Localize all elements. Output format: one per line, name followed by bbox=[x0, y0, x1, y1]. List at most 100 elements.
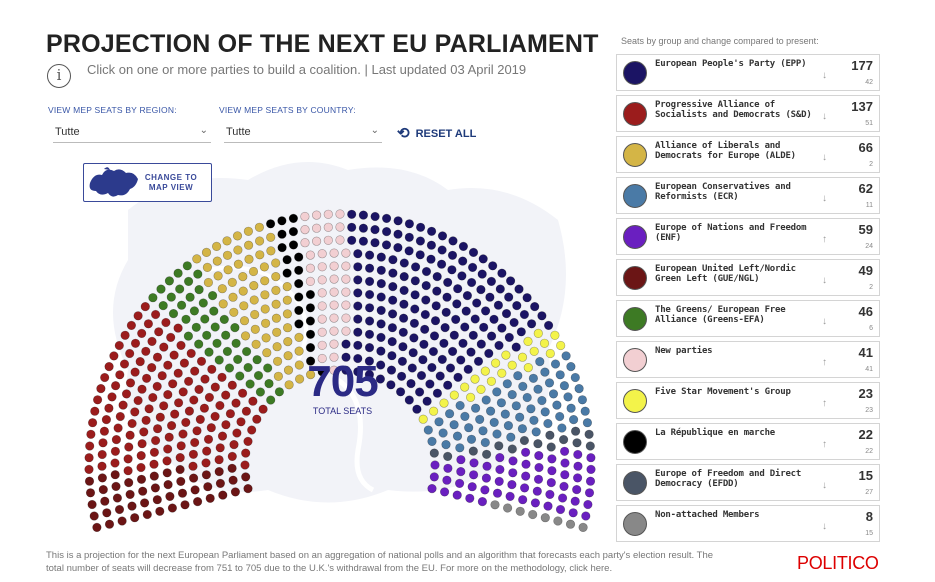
party-seats: 23 bbox=[858, 386, 873, 401]
seat-dot bbox=[585, 476, 596, 486]
party-seat-change: 24 bbox=[865, 243, 873, 250]
map-button-line2: MAP VIEW bbox=[148, 183, 194, 192]
europe-map-background bbox=[113, 162, 566, 503]
party-row[interactable]: Alliance of Liberals and Democrats for E… bbox=[616, 136, 880, 173]
arrow-up-icon: ↑ bbox=[822, 439, 827, 450]
arrow-down-icon: ↓ bbox=[822, 193, 827, 204]
party-color-swatch bbox=[623, 348, 647, 372]
party-color-swatch bbox=[623, 143, 647, 167]
europe-map-icon bbox=[89, 167, 138, 197]
party-row[interactable]: European People's Party (EPP) ↓ 177 42 bbox=[616, 54, 880, 91]
party-legend: European People's Party (EPP) ↓ 177 42 Progr… bbox=[616, 54, 880, 546]
reset-all-button[interactable]: ⟲ RESET ALL bbox=[397, 123, 477, 142]
map-button-line1: CHANGE TO bbox=[144, 173, 198, 182]
arrow-down-icon: ↓ bbox=[822, 480, 827, 491]
party-seat-change: 23 bbox=[865, 407, 873, 414]
arrow-up-icon: ↑ bbox=[822, 357, 827, 368]
party-seat-change: 2 bbox=[869, 284, 873, 291]
party-name: Non-attached Members bbox=[655, 510, 760, 520]
seat-dot bbox=[582, 418, 593, 428]
arrow-down-icon: ↓ bbox=[822, 70, 827, 81]
region-select[interactable]: Tutte ⌄ bbox=[53, 121, 211, 143]
party-row[interactable]: New parties ↑ 41 41 bbox=[616, 341, 880, 378]
chevron-down-icon: ⌄ bbox=[370, 125, 379, 136]
party-color-swatch bbox=[623, 225, 647, 249]
party-row[interactable]: European United Left/Nordic Green Left (… bbox=[616, 259, 880, 296]
party-color-swatch bbox=[623, 512, 647, 536]
party-row[interactable]: Five Star Movement's Group ↑ 23 23 bbox=[616, 382, 880, 419]
party-row[interactable]: Europe of Freedom and Direct Democracy (… bbox=[616, 464, 880, 501]
party-seats: 66 bbox=[858, 140, 873, 155]
party-color-swatch bbox=[623, 471, 647, 495]
party-seat-change: 42 bbox=[865, 79, 873, 86]
change-to-map-view-button[interactable]: CHANGE TO MAP VIEW bbox=[83, 163, 212, 202]
party-seat-change: 15 bbox=[865, 530, 873, 537]
page-title: PROJECTION OF THE NEXT EU PARLIAMENT bbox=[46, 30, 599, 58]
party-name: Europe of Freedom and Direct Democracy (… bbox=[655, 469, 802, 489]
country-select-value: Tutte bbox=[226, 126, 251, 138]
party-color-swatch bbox=[623, 61, 647, 85]
legend-title: Seats by group and change compared to pr… bbox=[621, 36, 819, 46]
party-row[interactable]: European Conservatives and Reformists (E… bbox=[616, 177, 880, 214]
arrow-up-icon: ↑ bbox=[822, 234, 827, 245]
seat-dot bbox=[92, 522, 102, 533]
party-name: Europe of Nations and Freedom (ENF) bbox=[655, 223, 807, 243]
seat-dot bbox=[565, 519, 576, 529]
party-color-swatch bbox=[623, 389, 647, 413]
party-name: Five Star Movement's Group bbox=[655, 387, 791, 397]
party-row[interactable]: Progressive Alliance of Socialists and D… bbox=[616, 95, 880, 132]
party-row[interactable]: La République en marche ↑ 22 22 bbox=[616, 423, 880, 460]
reset-all-label: RESET ALL bbox=[415, 128, 477, 140]
seat-dot bbox=[584, 429, 594, 439]
party-seats: 137 bbox=[851, 99, 873, 114]
info-icon[interactable]: i bbox=[47, 64, 71, 88]
party-seat-change: 6 bbox=[869, 325, 873, 332]
undo-arrow-icon: ⟲ bbox=[397, 125, 410, 142]
party-seats: 46 bbox=[858, 304, 873, 319]
party-seat-change: 22 bbox=[865, 448, 873, 455]
party-row[interactable]: Europe of Nations and Freedom (ENF) ↑ 59 24 bbox=[616, 218, 880, 255]
party-row[interactable]: The Greens/ European Free Alliance (Gree… bbox=[616, 300, 880, 337]
methodology-footnote[interactable]: This is a projection for the next Europe… bbox=[46, 550, 714, 574]
party-color-swatch bbox=[623, 184, 647, 208]
total-seats-label: TOTAL SEATS bbox=[312, 406, 373, 416]
country-filter-label: VIEW MEP SEATS BY COUNTRY: bbox=[219, 105, 356, 115]
party-name: Alliance of Liberals and Democrats for E… bbox=[655, 141, 796, 161]
arrow-down-icon: ↓ bbox=[822, 521, 827, 532]
arrow-down-icon: ↓ bbox=[822, 275, 827, 286]
arrow-up-icon: ↑ bbox=[822, 398, 827, 409]
party-name: European People's Party (EPP) bbox=[655, 59, 807, 69]
total-seats-value: 705 bbox=[307, 357, 378, 406]
party-seat-change: 11 bbox=[865, 202, 873, 209]
party-color-swatch bbox=[623, 266, 647, 290]
party-name: New parties bbox=[655, 346, 713, 356]
region-filter-label: VIEW MEP SEATS BY REGION: bbox=[48, 105, 177, 115]
party-row[interactable]: Non-attached Members ↓ 8 15 bbox=[616, 505, 880, 542]
seat-dot bbox=[584, 488, 595, 498]
party-name: Progressive Alliance of Socialists and D… bbox=[655, 100, 812, 120]
seat-dot bbox=[581, 511, 591, 521]
party-seats: 15 bbox=[858, 468, 873, 483]
party-name: European United Left/Nordic Green Left (… bbox=[655, 264, 796, 284]
page-subtitle: Click on one or more parties to build a … bbox=[87, 62, 527, 77]
arrow-down-icon: ↓ bbox=[822, 111, 827, 122]
party-seat-change: 51 bbox=[865, 120, 873, 127]
seat-dot bbox=[580, 406, 590, 416]
party-seats: 49 bbox=[858, 263, 873, 278]
arrow-down-icon: ↓ bbox=[822, 152, 827, 163]
party-seats: 177 bbox=[851, 58, 873, 73]
party-color-swatch bbox=[623, 102, 647, 126]
region-select-value: Tutte bbox=[55, 126, 80, 138]
seat-dot bbox=[585, 441, 595, 451]
party-seats: 62 bbox=[858, 181, 873, 196]
chevron-down-icon: ⌄ bbox=[199, 125, 208, 136]
seat-dot bbox=[577, 395, 588, 405]
country-select[interactable]: Tutte ⌄ bbox=[224, 121, 382, 143]
party-seat-change: 27 bbox=[865, 489, 873, 496]
party-name: La République en marche bbox=[655, 428, 776, 438]
party-seat-change: 2 bbox=[869, 161, 873, 168]
party-name: The Greens/ European Free Alliance (Gree… bbox=[655, 305, 786, 325]
party-seats: 41 bbox=[858, 345, 873, 360]
party-seats: 59 bbox=[858, 222, 873, 237]
party-seats: 22 bbox=[858, 427, 873, 442]
